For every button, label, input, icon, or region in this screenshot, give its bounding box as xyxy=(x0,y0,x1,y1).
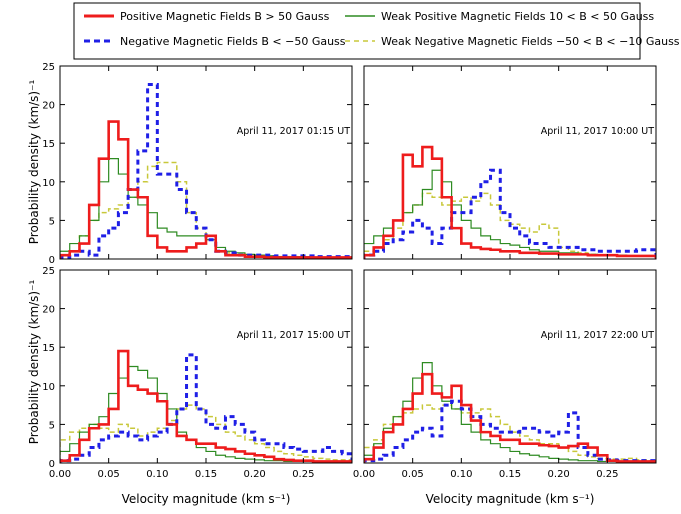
y-tick-label: 0 xyxy=(49,255,55,266)
y-axis-label-top: Probability density (km/s)⁻¹ xyxy=(27,80,41,245)
panel-frame xyxy=(59,65,353,260)
panel-frame xyxy=(363,269,657,464)
y-tick-label: 20 xyxy=(42,101,55,112)
x-tick-label: 0.20 xyxy=(244,469,266,480)
x-axis-label-right: Velocity magnitude (km s⁻¹) xyxy=(426,492,595,506)
panel-frame xyxy=(363,65,657,260)
legend-label-wneg: Weak Negative Magnetic Fields −50 < B < … xyxy=(381,35,680,48)
x-tick-label: 0.00 xyxy=(353,469,375,480)
panel-annotation: April 11, 2017 22:00 UT xyxy=(541,330,654,341)
panel-3: 0.00 0.05 0.10 0.15 0.20 0.25 0 5 10 15 20 25 April … xyxy=(42,266,353,480)
series-wneg-panel-4 xyxy=(364,404,656,463)
panel-1: 0 5 10 15 20 25 April 11, 2017 01:15 UT xyxy=(42,62,353,266)
y-axis-label-bottom: Probability density (km/s)⁻¹ xyxy=(27,280,41,445)
y-tick-label: 0 xyxy=(49,459,55,470)
panel-annotation: April 11, 2017 15:00 UT xyxy=(237,330,350,341)
x-tick-label: 0.25 xyxy=(596,469,618,480)
panel-annotation: April 11, 2017 10:00 UT xyxy=(541,126,654,137)
x-tick-label: 0.10 xyxy=(146,469,168,480)
legend-label-neg: Negative Magnetic Fields B < −50 Gauss xyxy=(120,35,346,48)
x-tick-label: 0.15 xyxy=(499,469,521,480)
series-pos-panel-4 xyxy=(364,372,656,463)
panel-annotation: April 11, 2017 01:15 UT xyxy=(237,126,350,137)
legend-frame xyxy=(73,2,641,60)
x-tick-label: 0.20 xyxy=(548,469,570,480)
series-pos-panel-2 xyxy=(364,145,656,259)
panel-2: April 11, 2017 10:00 UT xyxy=(363,65,657,260)
panel-4: 0.00 0.05 0.10 0.15 0.20 0.25 April 11, 2017 2… xyxy=(353,269,657,480)
series-neg-panel-2 xyxy=(364,168,656,259)
y-tick-label: 15 xyxy=(42,343,55,354)
series-pos-panel-1 xyxy=(60,120,352,259)
y-tick-label: 10 xyxy=(42,178,55,189)
y-tick-label: 20 xyxy=(42,305,55,316)
x-tick-label: 0.05 xyxy=(402,469,424,480)
y-tick-label: 25 xyxy=(42,62,55,73)
y-tick-label: 15 xyxy=(42,139,55,150)
y-tick-label: 25 xyxy=(42,266,55,277)
panel-frame xyxy=(59,269,353,464)
panels: 0 5 10 15 20 25 April 11, 2017 01:15 UT April 1… xyxy=(42,62,657,480)
series-neg-panel-3 xyxy=(60,353,352,463)
legend-label-wpos: Weak Positive Magnetic Fields 10 < B < 5… xyxy=(381,10,654,23)
series-neg-panel-4 xyxy=(364,399,656,463)
y-tick-label: 10 xyxy=(42,382,55,393)
x-tick-label: 0.05 xyxy=(98,469,120,480)
series-pos-panel-3 xyxy=(60,349,352,463)
legend-label-pos: Positive Magnetic Fields B > 50 Gauss xyxy=(120,10,330,23)
x-tick-label: 0.15 xyxy=(195,469,217,480)
y-tick-label: 5 xyxy=(49,420,55,431)
x-tick-label: 0.25 xyxy=(292,469,314,480)
y-tick-label: 5 xyxy=(49,216,55,227)
series-wneg-panel-3 xyxy=(60,404,352,463)
legend: Positive Magnetic Fields B > 50 Gauss Ne… xyxy=(73,2,680,60)
series-wpos-panel-4 xyxy=(364,362,656,463)
series-neg-panel-1 xyxy=(60,83,352,259)
x-axis-label-left: Velocity magnitude (km s⁻¹) xyxy=(122,492,291,506)
x-tick-label: 0.00 xyxy=(49,469,71,480)
x-tick-label: 0.10 xyxy=(450,469,472,480)
